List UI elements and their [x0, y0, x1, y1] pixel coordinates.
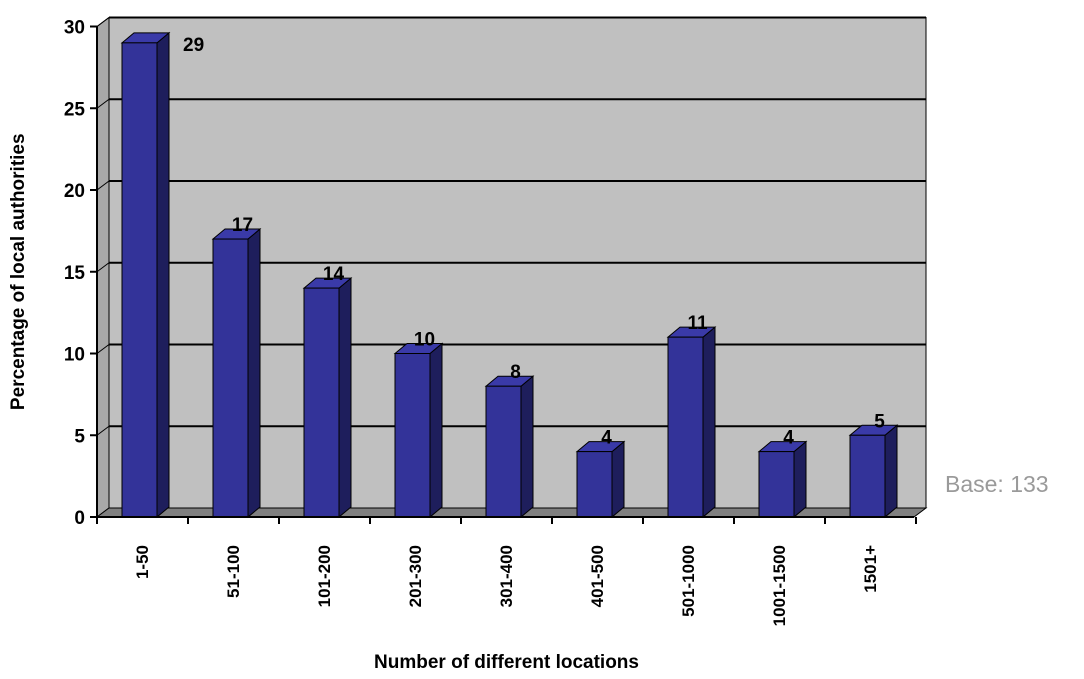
x-tick-label: 1001-1500 [770, 545, 789, 626]
data-label: 11 [687, 313, 708, 334]
bar-front [394, 353, 431, 518]
bars [120, 31, 899, 519]
tick-labels: 1-50 51-100 101-200 201-300 301-400 401-500 50… [64, 18, 880, 627]
x-tick-label: 401-500 [588, 545, 607, 607]
bar-side [156, 31, 170, 519]
gridline-side [96, 425, 110, 436]
y-tick-label: 20 [64, 181, 85, 202]
bar-side [429, 342, 443, 519]
bar-51-100 [211, 227, 262, 519]
bar-side [884, 424, 898, 519]
bar-1501+ [848, 424, 899, 519]
bar-side [611, 440, 625, 519]
gridline-side [96, 262, 110, 273]
data-label: 17 [232, 215, 253, 236]
bar-side [793, 440, 807, 519]
bar-301-400 [484, 375, 535, 519]
data-label: 4 [601, 428, 612, 449]
bar-side [338, 277, 352, 519]
bar-101-200 [302, 277, 353, 519]
x-tick-label: 1-50 [133, 545, 152, 579]
data-label: 8 [510, 362, 521, 383]
bar-side [702, 326, 716, 519]
base-note: Base: 133 [945, 471, 1049, 497]
data-label: 5 [874, 411, 885, 432]
x-tick-label: 301-400 [497, 545, 516, 607]
bar-1001-1500 [757, 440, 808, 519]
data-label: 29 [183, 35, 204, 56]
bar-front [758, 451, 795, 518]
x-tick-label: 1501+ [861, 545, 880, 593]
gridline-side [96, 344, 110, 354]
bar-side [247, 227, 261, 519]
bar-401-500 [575, 440, 626, 519]
y-tick-label: 5 [74, 426, 85, 447]
bar-front [485, 385, 522, 518]
y-tick-label: 0 [74, 508, 85, 529]
gridline-side [96, 98, 110, 109]
y-tick-label: 15 [64, 263, 86, 284]
axes [90, 25, 917, 524]
gridline-side [96, 17, 110, 27]
bar-501-1000 [666, 326, 717, 519]
y-tick-label: 25 [64, 99, 86, 120]
y-axis-label: Percentage of local authorities [8, 133, 29, 410]
y-tick-label: 10 [64, 345, 85, 366]
data-label: 4 [783, 428, 794, 449]
bar-front [121, 42, 158, 518]
data-label: 10 [414, 330, 435, 351]
bar-1-50 [120, 31, 171, 519]
bar-front [849, 434, 886, 518]
bar-201-300 [393, 342, 444, 519]
bar-front [576, 451, 613, 518]
data-label: 14 [323, 264, 345, 285]
x-tick-label: 51-100 [224, 545, 243, 598]
x-tick-label: 101-200 [315, 545, 334, 607]
x-tick-label: 201-300 [406, 545, 425, 607]
x-tick-label: 501-1000 [679, 545, 698, 617]
y-tick-label: 30 [64, 18, 85, 39]
data-labels: 29 17 14 10 8 4 11 4 5 [183, 35, 885, 449]
gridline-side [96, 180, 110, 191]
bar-side [520, 375, 534, 519]
bar-front [303, 287, 340, 518]
x-axis-label: Number of different locations [374, 652, 639, 673]
bar-front [667, 336, 704, 518]
bar-front [212, 238, 249, 518]
